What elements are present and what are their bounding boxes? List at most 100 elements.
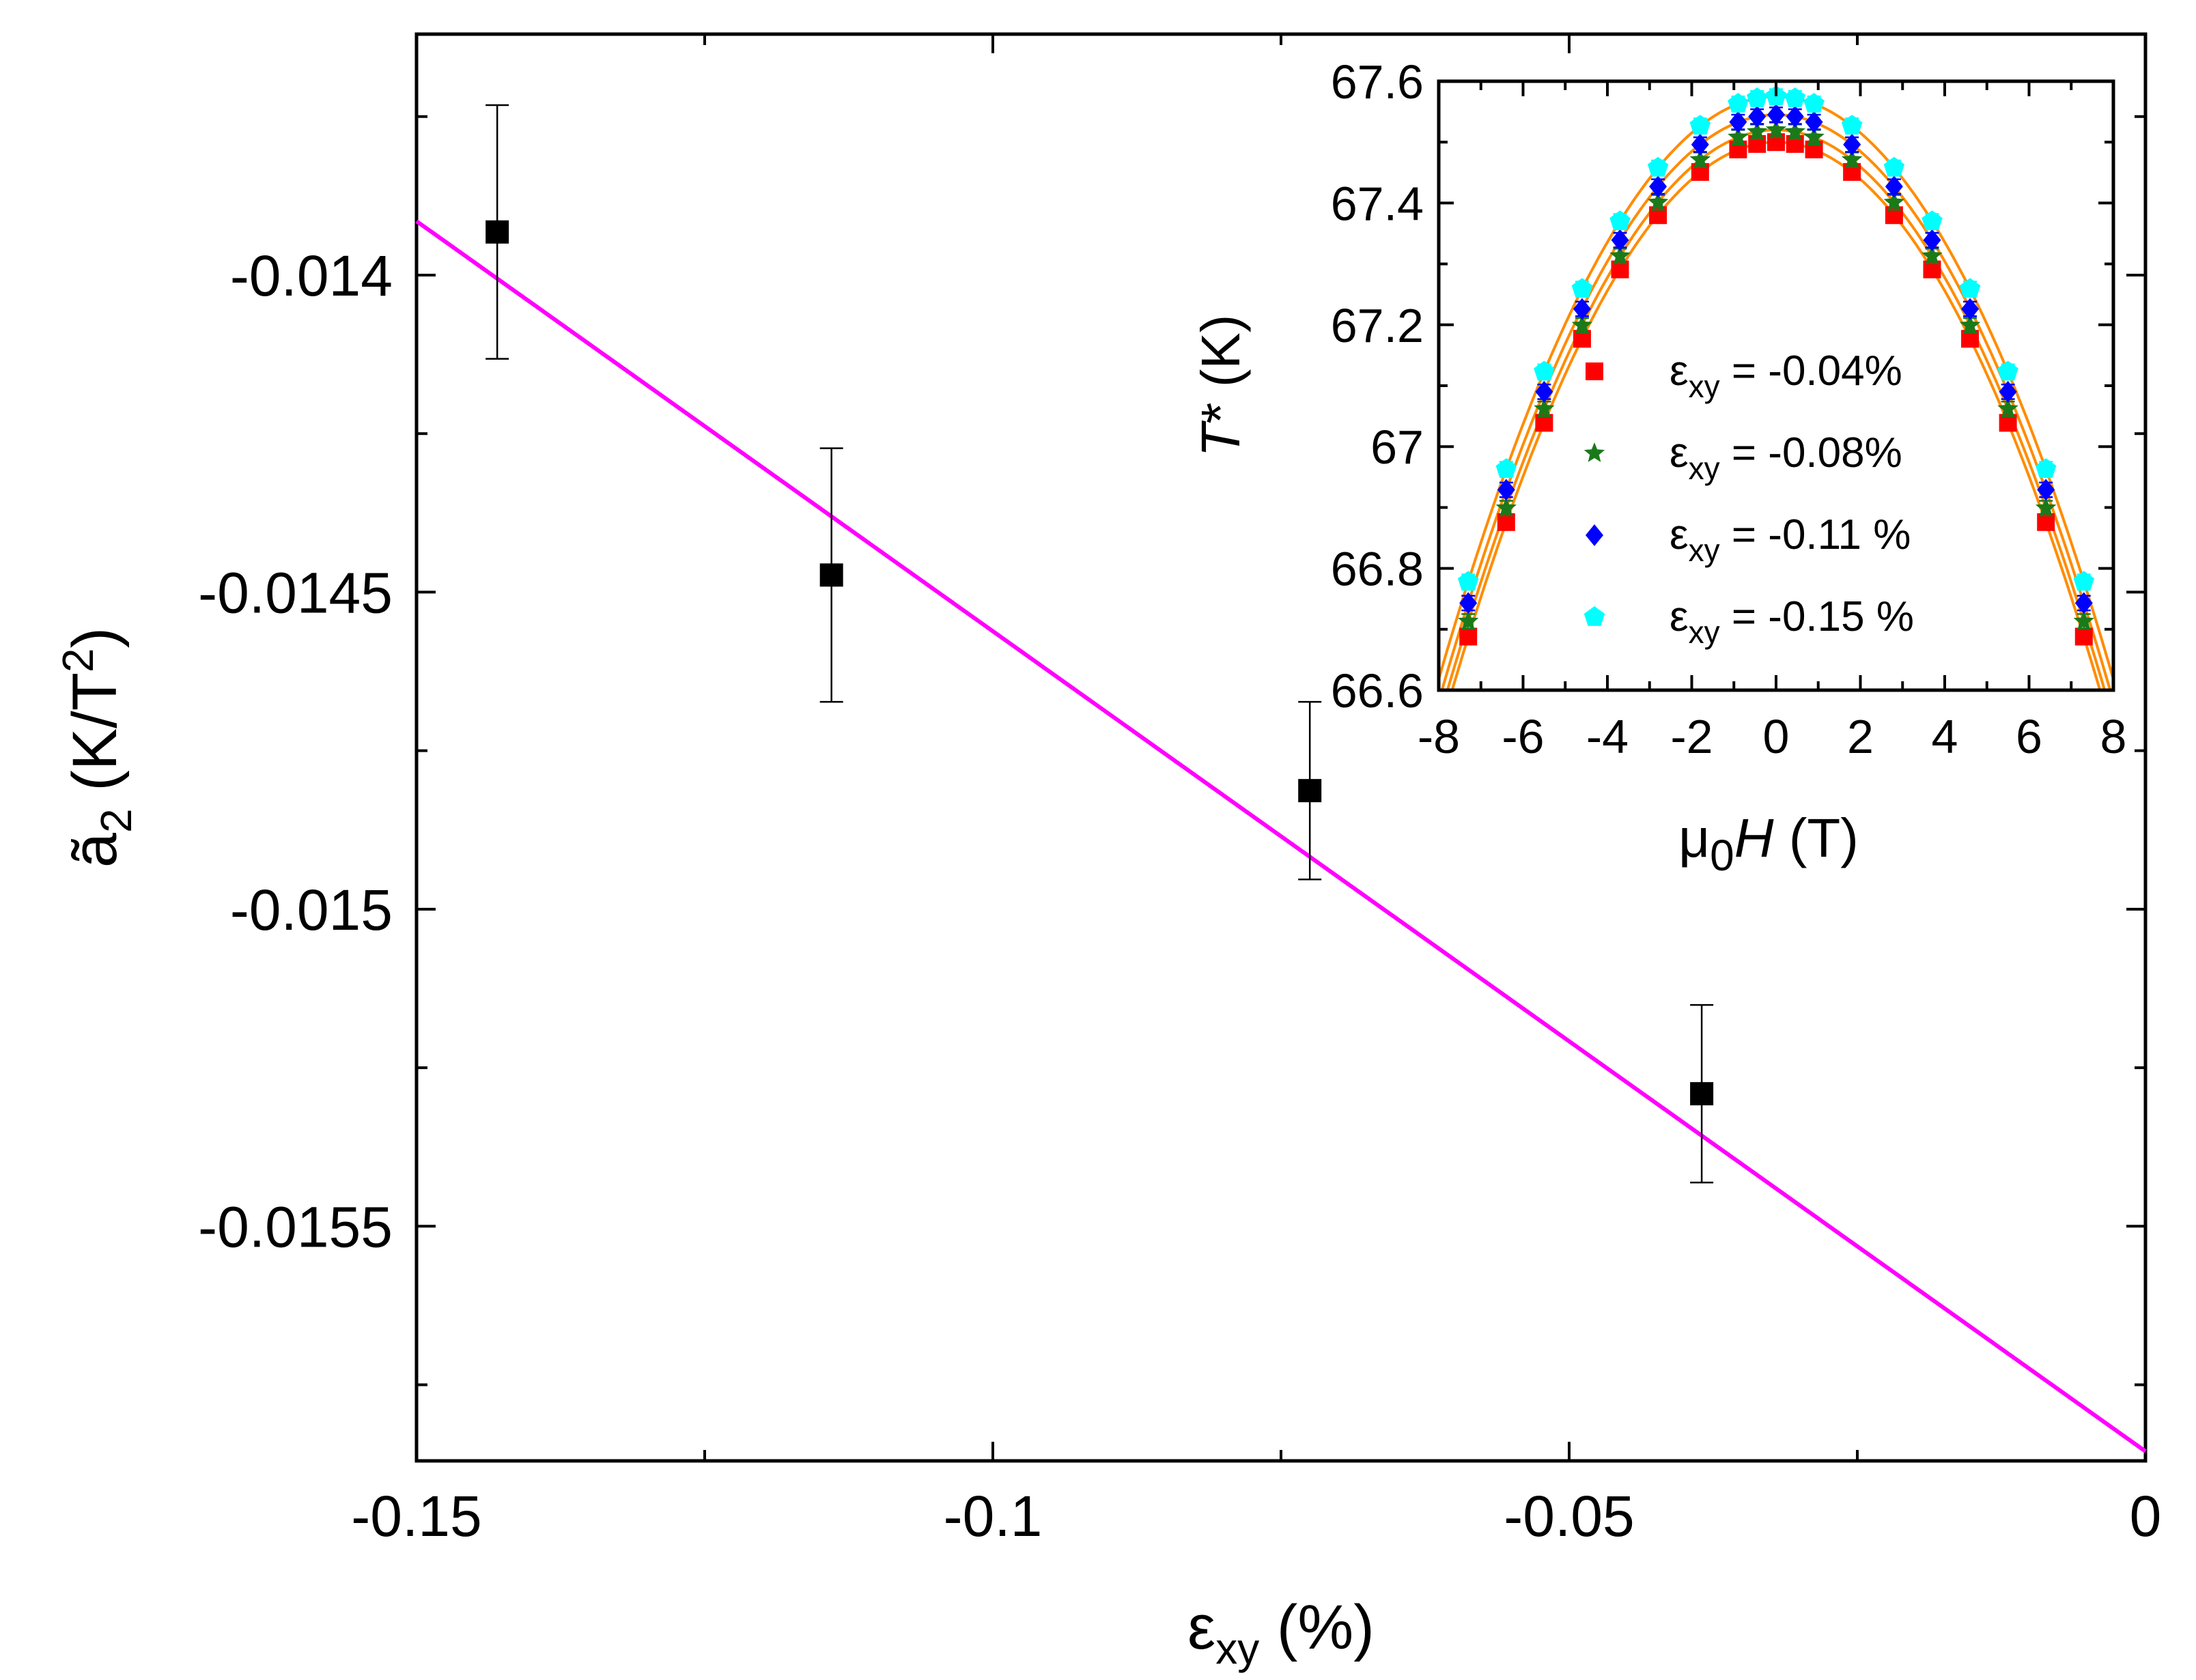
inset-data-point (2073, 571, 2094, 591)
main-data-point (1690, 1082, 1714, 1106)
inset-y-tick-label: 66.8 (1331, 543, 1424, 596)
inset-data-point (1459, 592, 1478, 614)
inset-x-tick-labels: -8 -6 -4 -2 0 2 4 6 8 (1418, 710, 2127, 763)
inset-data-point (1534, 397, 1555, 418)
inset-data-point (1784, 87, 1805, 107)
inset-data-point (1649, 175, 1667, 198)
inset-x-tick-label: -2 (1670, 710, 1713, 763)
inset-data-point (1609, 210, 1631, 231)
inset-data-point (2074, 592, 2093, 614)
main-x-tick-labels: -0.15 -0.1 -0.05 0 (351, 1484, 2161, 1548)
inset-x-tick-label: 6 (2016, 710, 2042, 763)
inset-data-point (2073, 610, 2094, 631)
main-fit-line-layer (415, 219, 2147, 1453)
inset-chart: -8 -6 -4 -2 0 2 4 6 8 66.6 66.8 67 67.2 67.4 67.6 εxy… (1190, 55, 2126, 880)
main-chart: -0.15 -0.1 -0.05 0 -0.014-0.0145-0.015-0.01… (53, 32, 2161, 1673)
inset-x-tick-label: -4 (1586, 710, 1629, 763)
inset-data-point (1883, 191, 1905, 212)
main-data-point (1298, 779, 1322, 803)
main-x-axis-title: εxy (%) (1187, 1593, 1375, 1673)
inset-x-tick-label: 0 (1763, 710, 1790, 763)
inset-data-point (1728, 126, 1749, 146)
inset-data-point (1609, 245, 1631, 265)
inset-data-point (1961, 298, 1980, 320)
inset-data-point (1803, 93, 1825, 113)
inset-data-point (1571, 314, 1593, 334)
inset-y-tick-label: 67.4 (1331, 177, 1424, 230)
inset-data-point (1841, 115, 1863, 135)
inset-data-point (1729, 111, 1747, 133)
inset-data-point (1458, 610, 1479, 631)
inset-data-point (1689, 115, 1711, 135)
legend-label: εxy = -0.11 % (1670, 511, 1911, 568)
inset-data-point (2036, 458, 2057, 479)
inset-data-point (1784, 121, 1805, 141)
inset-data-point (1691, 133, 1709, 156)
inset-y-tick-labels: 66.6 66.8 67 67.2 67.4 67.6 (1331, 55, 1424, 717)
inset-data-point (1786, 105, 1804, 128)
inset-ticks (1437, 80, 2115, 692)
inset-data-point (1922, 245, 1943, 265)
legend-marker (1586, 524, 1603, 546)
inset-data-point (1689, 149, 1711, 169)
legend-marker (1586, 362, 1603, 380)
inset-data-point (1997, 397, 2018, 418)
main-data-point (819, 563, 843, 587)
inset-data-point (2074, 627, 2093, 646)
inset-data-point (1458, 571, 1479, 591)
inset-data-point (1999, 380, 2017, 403)
inset-data-point (1923, 229, 1941, 251)
legend-label: εxy = -0.15 % (1670, 593, 1914, 650)
inset-data-point (1805, 111, 1823, 133)
main-ticks (415, 34, 2147, 1461)
inset-data-point (1885, 175, 1903, 198)
inset-y-axis-title: T* (K) (1190, 315, 1251, 457)
inset-data-point (1922, 210, 1943, 231)
inset-data-point (1534, 360, 1555, 381)
inset-data-point (1748, 105, 1766, 128)
inset-data-point (1647, 156, 1669, 177)
inset-data-point (1571, 278, 1593, 298)
inset-x-tick-label: -8 (1418, 710, 1460, 763)
main-points (485, 104, 1714, 1184)
main-y-tick-label: -0.0145 (198, 560, 393, 625)
inset-x-tick-label: -6 (1502, 710, 1544, 763)
inset-data-point (1747, 87, 1768, 107)
inset-background (1439, 81, 2113, 690)
inset-data-point (1459, 627, 1478, 646)
inset-data-point (1959, 278, 1981, 298)
inset-data-point (1647, 191, 1669, 212)
inset-data-point (1495, 497, 1517, 517)
inset-y-tick-label: 67 (1370, 421, 1424, 474)
inset-data-point (1765, 119, 1787, 139)
legend-label: εxy = -0.04% (1670, 347, 1902, 404)
inset-y-tick-label: 66.6 (1331, 664, 1424, 717)
main-x-tick-label: -0.15 (351, 1484, 481, 1548)
main-x-tick-label: -0.1 (944, 1484, 1043, 1548)
inset-data-point (2037, 479, 2055, 501)
inset-data-point (1767, 104, 1785, 126)
inset-legend: εxy = -0.04% εxy = -0.08% εxy = -0.11 % εxy… (1583, 347, 1914, 650)
main-y-tick-label: -0.014 (230, 244, 393, 308)
inset-data-point (1841, 149, 1863, 169)
main-y-tick-label: -0.0155 (198, 1195, 393, 1259)
inset-data-point (1959, 314, 1981, 334)
inset-data-point (1747, 121, 1768, 141)
inset-y-tick-label: 67.2 (1331, 299, 1424, 352)
inset-data-point (1573, 298, 1591, 320)
main-x-tick-label: 0 (2130, 1484, 2162, 1548)
inset-data-point (1535, 380, 1553, 403)
inset-data-point (1497, 479, 1515, 501)
main-fit-line (415, 219, 2147, 1453)
inset-data-point (1997, 360, 2018, 381)
legend-marker (1583, 606, 1605, 626)
inset-data-point (1803, 126, 1825, 146)
inset-y-tick-label: 67.6 (1331, 55, 1424, 109)
inset-data-point (1495, 458, 1517, 479)
inset-data-point (1728, 93, 1749, 113)
inset-x-axis-title: μ0H (T) (1678, 808, 1859, 880)
inset-x-tick-label: 2 (1847, 710, 1874, 763)
inset-data-point (1883, 156, 1905, 177)
main-data-point (485, 220, 509, 244)
